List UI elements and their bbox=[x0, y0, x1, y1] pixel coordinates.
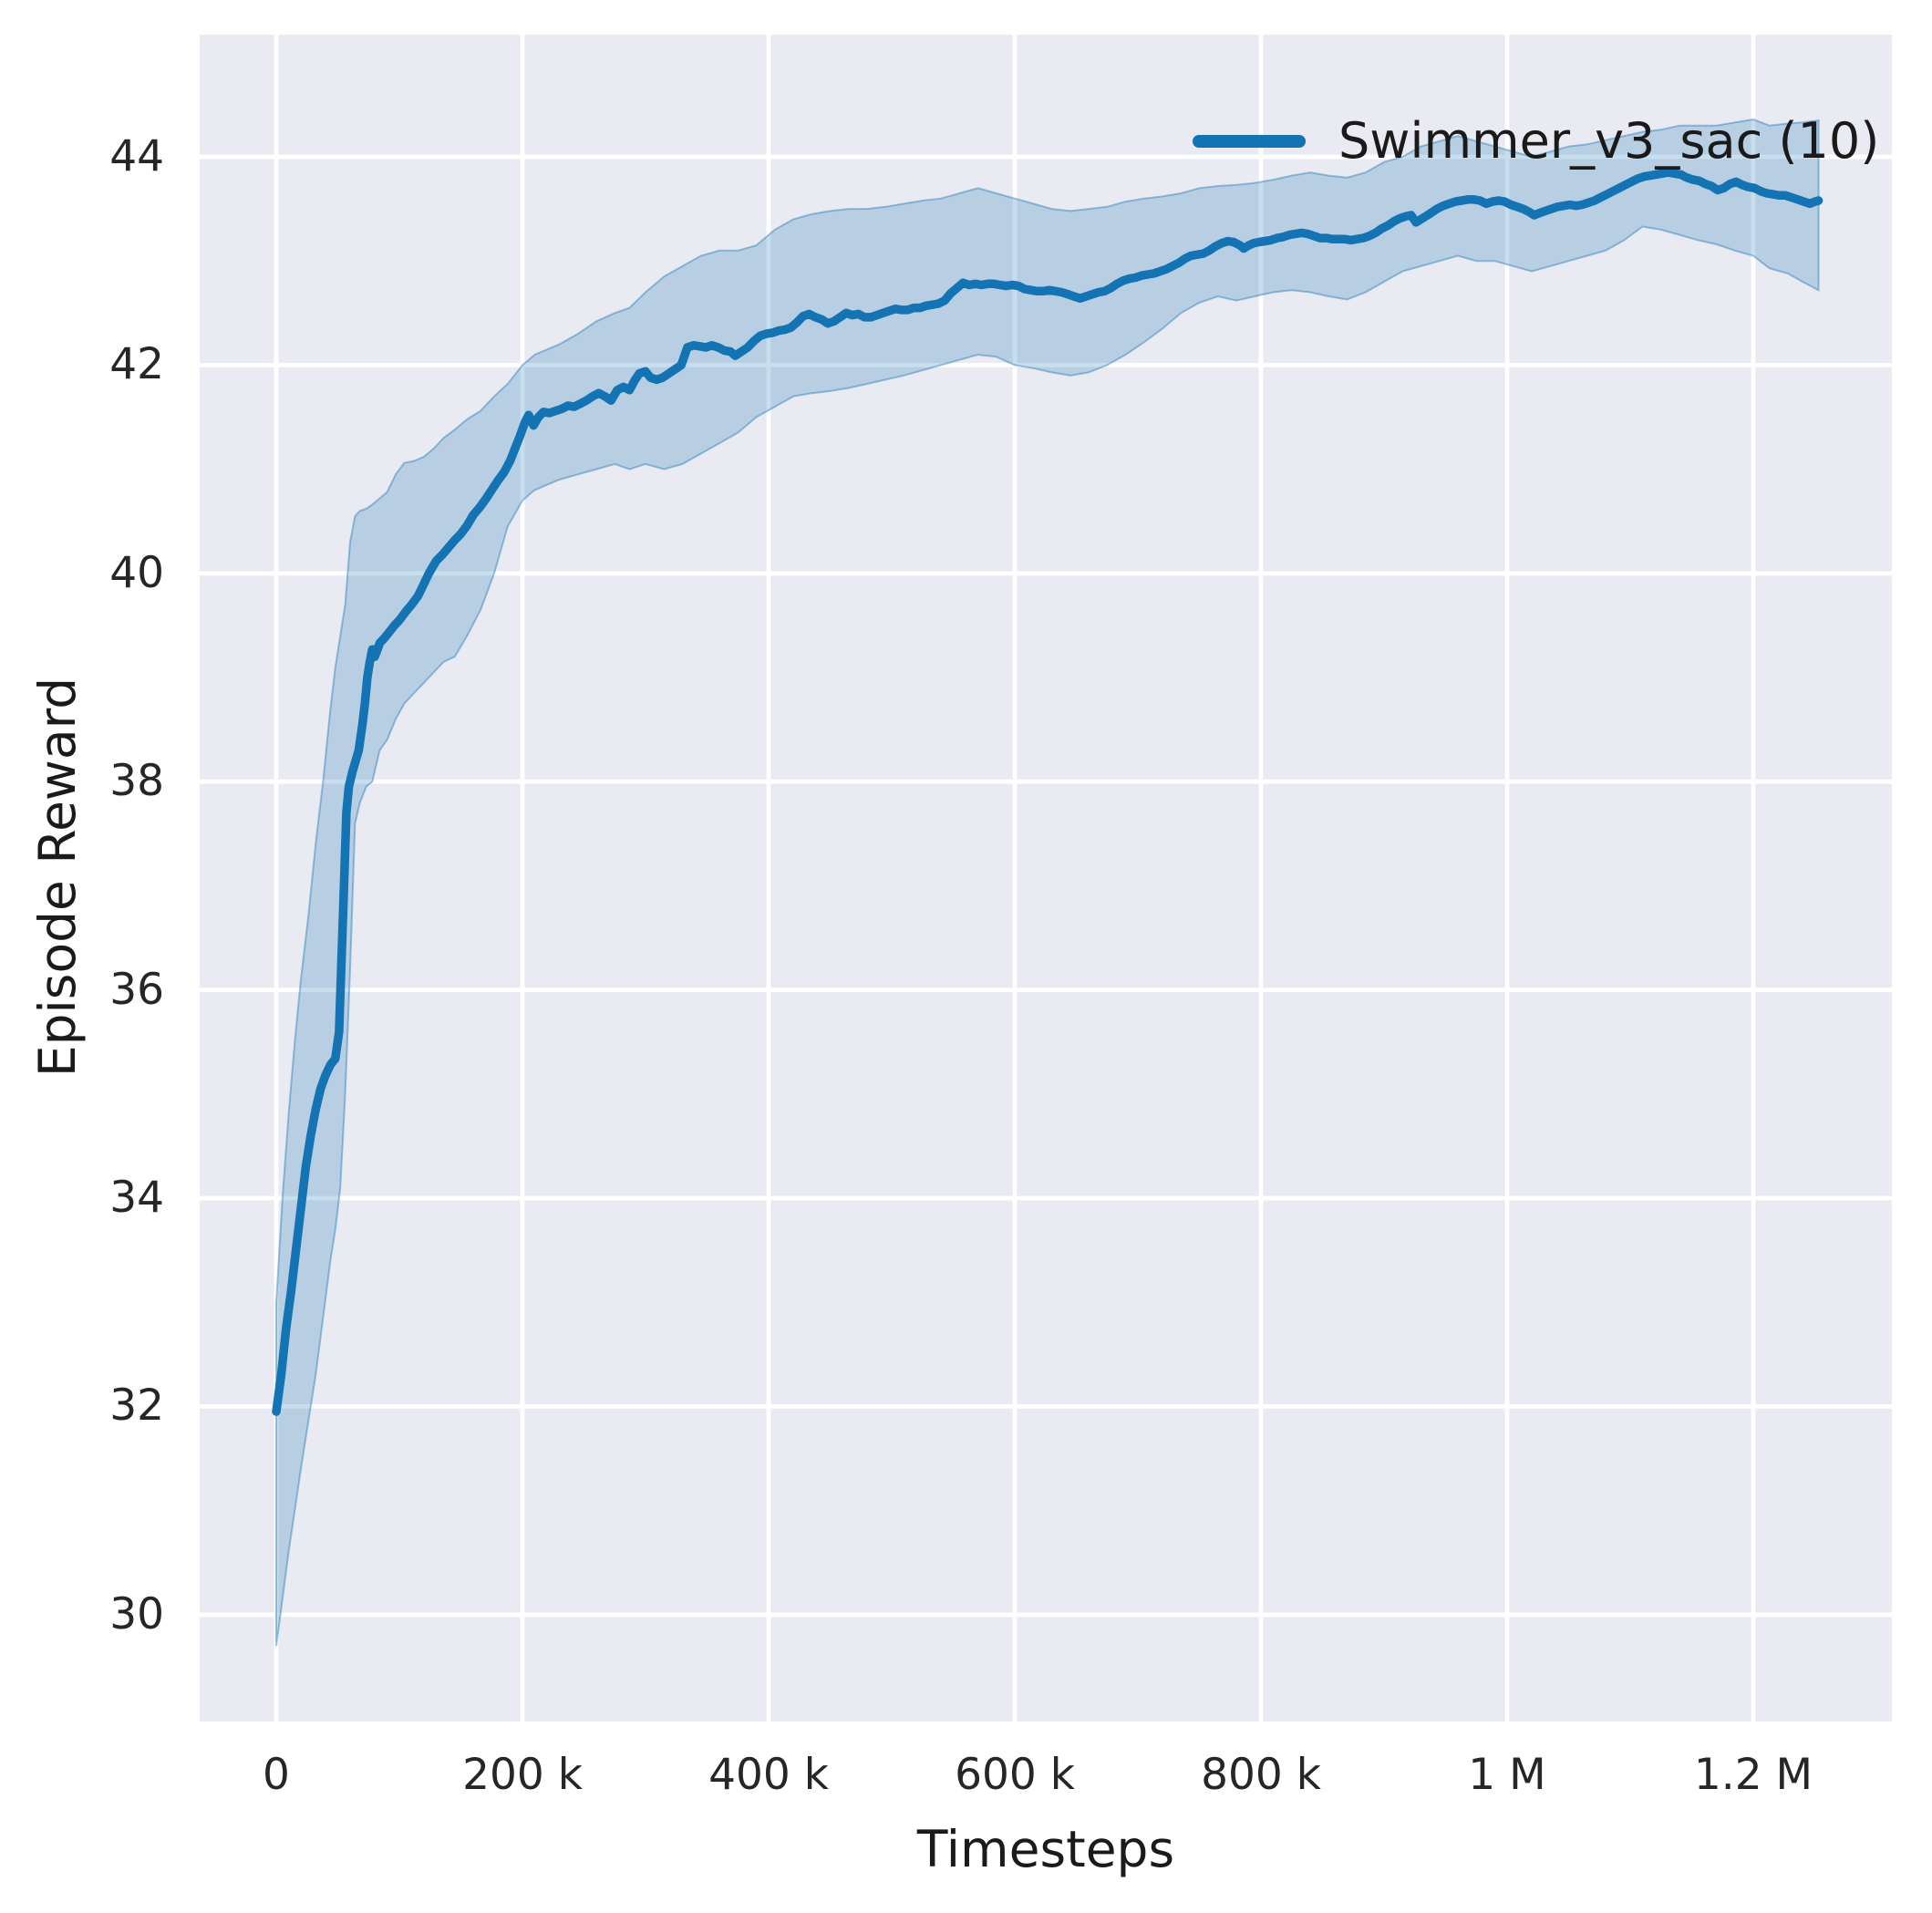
y-tick-label: 36 bbox=[109, 964, 164, 1015]
y-tick-label: 40 bbox=[109, 547, 164, 598]
x-tick-label: 200 k bbox=[462, 1750, 583, 1800]
x-tick-label: 0 bbox=[263, 1750, 290, 1800]
x-tick-label: 1 M bbox=[1468, 1750, 1546, 1800]
x-tick-label: 1.2 M bbox=[1693, 1750, 1813, 1800]
x-axis-label: Timesteps bbox=[916, 1820, 1175, 1878]
x-tick-label: 800 k bbox=[1201, 1750, 1321, 1800]
legend: Swimmer_v3_sac (10) bbox=[1193, 109, 1879, 173]
y-tick-label: 30 bbox=[109, 1588, 164, 1639]
y-axis-label: Episode Reward bbox=[28, 677, 87, 1078]
y-tick-label: 34 bbox=[109, 1173, 164, 1223]
y-tick-label: 42 bbox=[109, 339, 164, 390]
x-tick-label: 400 k bbox=[708, 1750, 829, 1800]
y-tick-label: 44 bbox=[109, 131, 164, 181]
y-tick-label: 38 bbox=[109, 756, 164, 807]
legend-label: Swimmer_v3_sac (10) bbox=[1338, 112, 1880, 170]
x-tick-label: 600 k bbox=[955, 1750, 1075, 1800]
reward-line bbox=[272, 168, 1824, 1416]
confidence-band bbox=[275, 118, 1820, 1647]
y-tick-label: 32 bbox=[109, 1380, 164, 1432]
legend-line-swatch bbox=[1193, 135, 1306, 148]
